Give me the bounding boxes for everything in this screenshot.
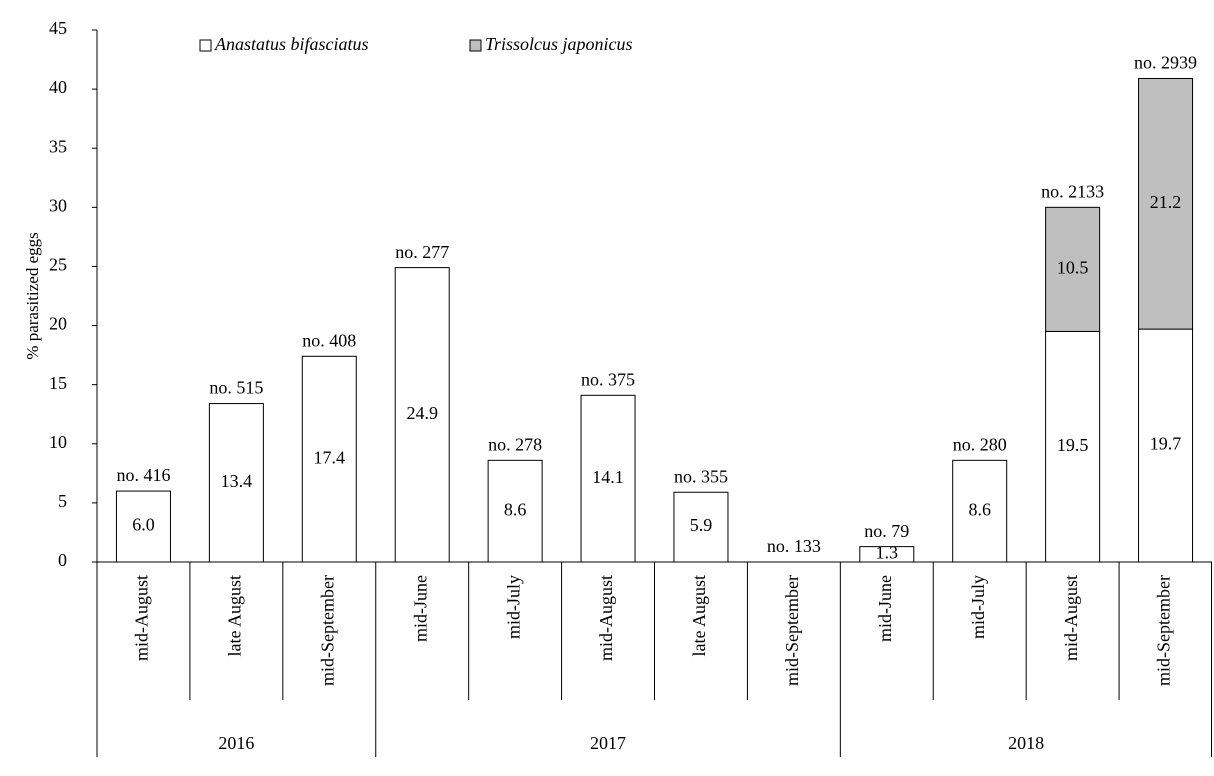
bar-segment: [859, 546, 915, 563]
x-tick-label: late August: [689, 575, 709, 657]
annotation: no. 280: [953, 434, 1007, 454]
bar-segment: [1045, 330, 1101, 563]
y-tick-label: 25: [49, 255, 67, 275]
bar-segment: [1138, 328, 1194, 563]
y-tick-label: 40: [49, 77, 67, 97]
bar-segment: [1138, 77, 1194, 330]
x-tick-label: mid-August: [596, 575, 616, 661]
y-tick-label: 5: [58, 491, 67, 511]
value-label: 5.9: [690, 515, 713, 535]
annotation: no. 515: [209, 378, 263, 398]
y-tick-label: 10: [49, 432, 67, 452]
value-label: 19.5: [1057, 435, 1089, 455]
value-label: 24.9: [406, 403, 438, 423]
x-tick-label: mid-July: [503, 575, 523, 639]
y-tick-label: 30: [49, 195, 67, 215]
value-label: 19.7: [1150, 434, 1182, 454]
y-tick-label: 15: [49, 373, 67, 393]
value-label: 8.6: [504, 499, 527, 519]
bar-segment: [952, 459, 1008, 563]
bar-segment: [1045, 206, 1101, 332]
bar-segment: [115, 490, 171, 563]
y-tick-label: 20: [49, 314, 67, 334]
annotation: no. 375: [581, 369, 635, 389]
group-label: 2018: [1008, 733, 1044, 753]
annotation: no. 355: [674, 466, 728, 486]
x-tick-label: mid-August: [1061, 575, 1081, 661]
annotation: no. 416: [116, 465, 170, 485]
value-label: 10.5: [1057, 258, 1089, 278]
value-label: 13.4: [221, 471, 253, 491]
legend-label: Anastatus bifasciatus: [214, 34, 369, 54]
y-tick-label: 0: [58, 550, 67, 570]
y-axis-label: % parasitized eggs: [23, 232, 42, 359]
x-tick-label: mid-September: [1154, 575, 1174, 686]
bar-segment: [580, 394, 636, 563]
x-tick-label: mid-September: [782, 575, 802, 686]
value-label: 21.2: [1150, 192, 1182, 212]
annotation: no. 2133: [1041, 181, 1104, 201]
y-tick-label: 35: [49, 136, 67, 156]
bar-segment: [208, 403, 264, 563]
y-tick-label: 45: [49, 18, 67, 38]
annotation: no. 79: [864, 521, 909, 541]
legend-swatch: [199, 39, 212, 52]
value-label: 8.6: [968, 499, 991, 519]
value-label: 17.4: [314, 447, 346, 467]
bar-segment: [487, 459, 543, 563]
x-tick-label: mid-July: [968, 575, 988, 639]
x-tick-label: mid-September: [317, 575, 337, 686]
legend-swatch: [469, 39, 482, 52]
value-label: 1.3: [876, 542, 899, 562]
legend-label: Trissolcus japonicus: [485, 34, 633, 54]
bar-segment: [394, 267, 450, 563]
bar-segment: [301, 355, 357, 563]
annotation: no. 408: [302, 330, 356, 350]
annotation: no. 133: [767, 536, 821, 556]
annotation: no. 277: [395, 242, 449, 262]
group-label: 2017: [590, 733, 626, 753]
x-tick-label: mid-June: [875, 575, 895, 642]
annotation: no. 278: [488, 434, 542, 454]
value-label: 6.0: [132, 515, 155, 535]
x-tick-label: mid-August: [132, 575, 152, 661]
bar-segment: [673, 491, 729, 563]
x-tick-label: late August: [225, 575, 245, 657]
annotation: no. 2939: [1134, 53, 1197, 73]
value-label: 14.1: [592, 467, 624, 487]
group-label: 2016: [218, 733, 254, 753]
x-tick-label: mid-June: [410, 575, 430, 642]
